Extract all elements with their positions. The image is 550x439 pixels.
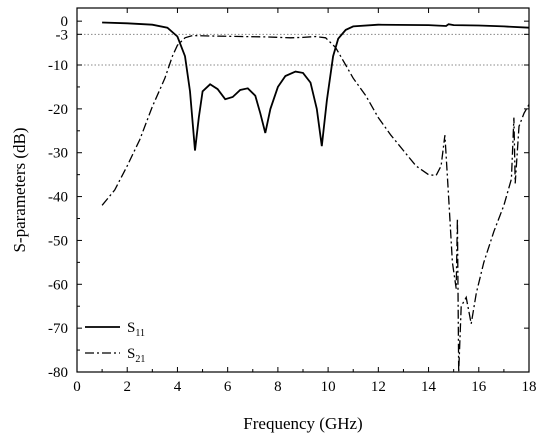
y-tick-label: -20 bbox=[48, 102, 68, 118]
series-line-s21 bbox=[101, 34, 529, 372]
plot-frame bbox=[76, 7, 530, 373]
x-tick-label: 0 bbox=[73, 379, 81, 395]
y-axis: 0-3 -10 -20 -30 -40 -50 -60 -70 -80 bbox=[48, 14, 529, 381]
y-tick-label: -40 bbox=[48, 190, 68, 206]
x-tick-label: 10 bbox=[321, 379, 336, 395]
x-tick-label: 4 bbox=[174, 379, 182, 395]
y-axis-label: S-parameters (dB) bbox=[10, 127, 29, 252]
x-axis-label: Frequency (GHz) bbox=[243, 414, 362, 433]
x-tick-label: 18 bbox=[522, 379, 537, 395]
x-tick-label: 14 bbox=[421, 379, 437, 395]
x-tick-label: 8 bbox=[274, 379, 282, 395]
y-tick-label: -70 bbox=[48, 321, 68, 337]
x-tick-label: 2 bbox=[123, 379, 131, 395]
series-line-s11 bbox=[102, 21, 529, 151]
y-tick-label: -3 bbox=[56, 27, 69, 43]
y-tick-label: 0 bbox=[61, 14, 69, 30]
y-tick-label: -60 bbox=[48, 277, 68, 293]
series-layer bbox=[101, 21, 529, 372]
x-tick-label: 6 bbox=[224, 379, 232, 395]
legend-label-s11: S11 bbox=[127, 320, 145, 339]
x-tick-label: 12 bbox=[371, 379, 386, 395]
y-tick-label: -50 bbox=[48, 233, 68, 249]
x-axis: 0 2 4 6 8 10 12 14 16 18 bbox=[73, 8, 537, 395]
y-tick-label: -30 bbox=[48, 146, 68, 162]
y-tick-label: -10 bbox=[48, 58, 68, 74]
y-tick-label: -80 bbox=[48, 365, 68, 381]
legend-label-s21: S21 bbox=[127, 346, 145, 365]
reference-lines bbox=[77, 33, 529, 66]
x-tick-label: 16 bbox=[471, 379, 487, 395]
